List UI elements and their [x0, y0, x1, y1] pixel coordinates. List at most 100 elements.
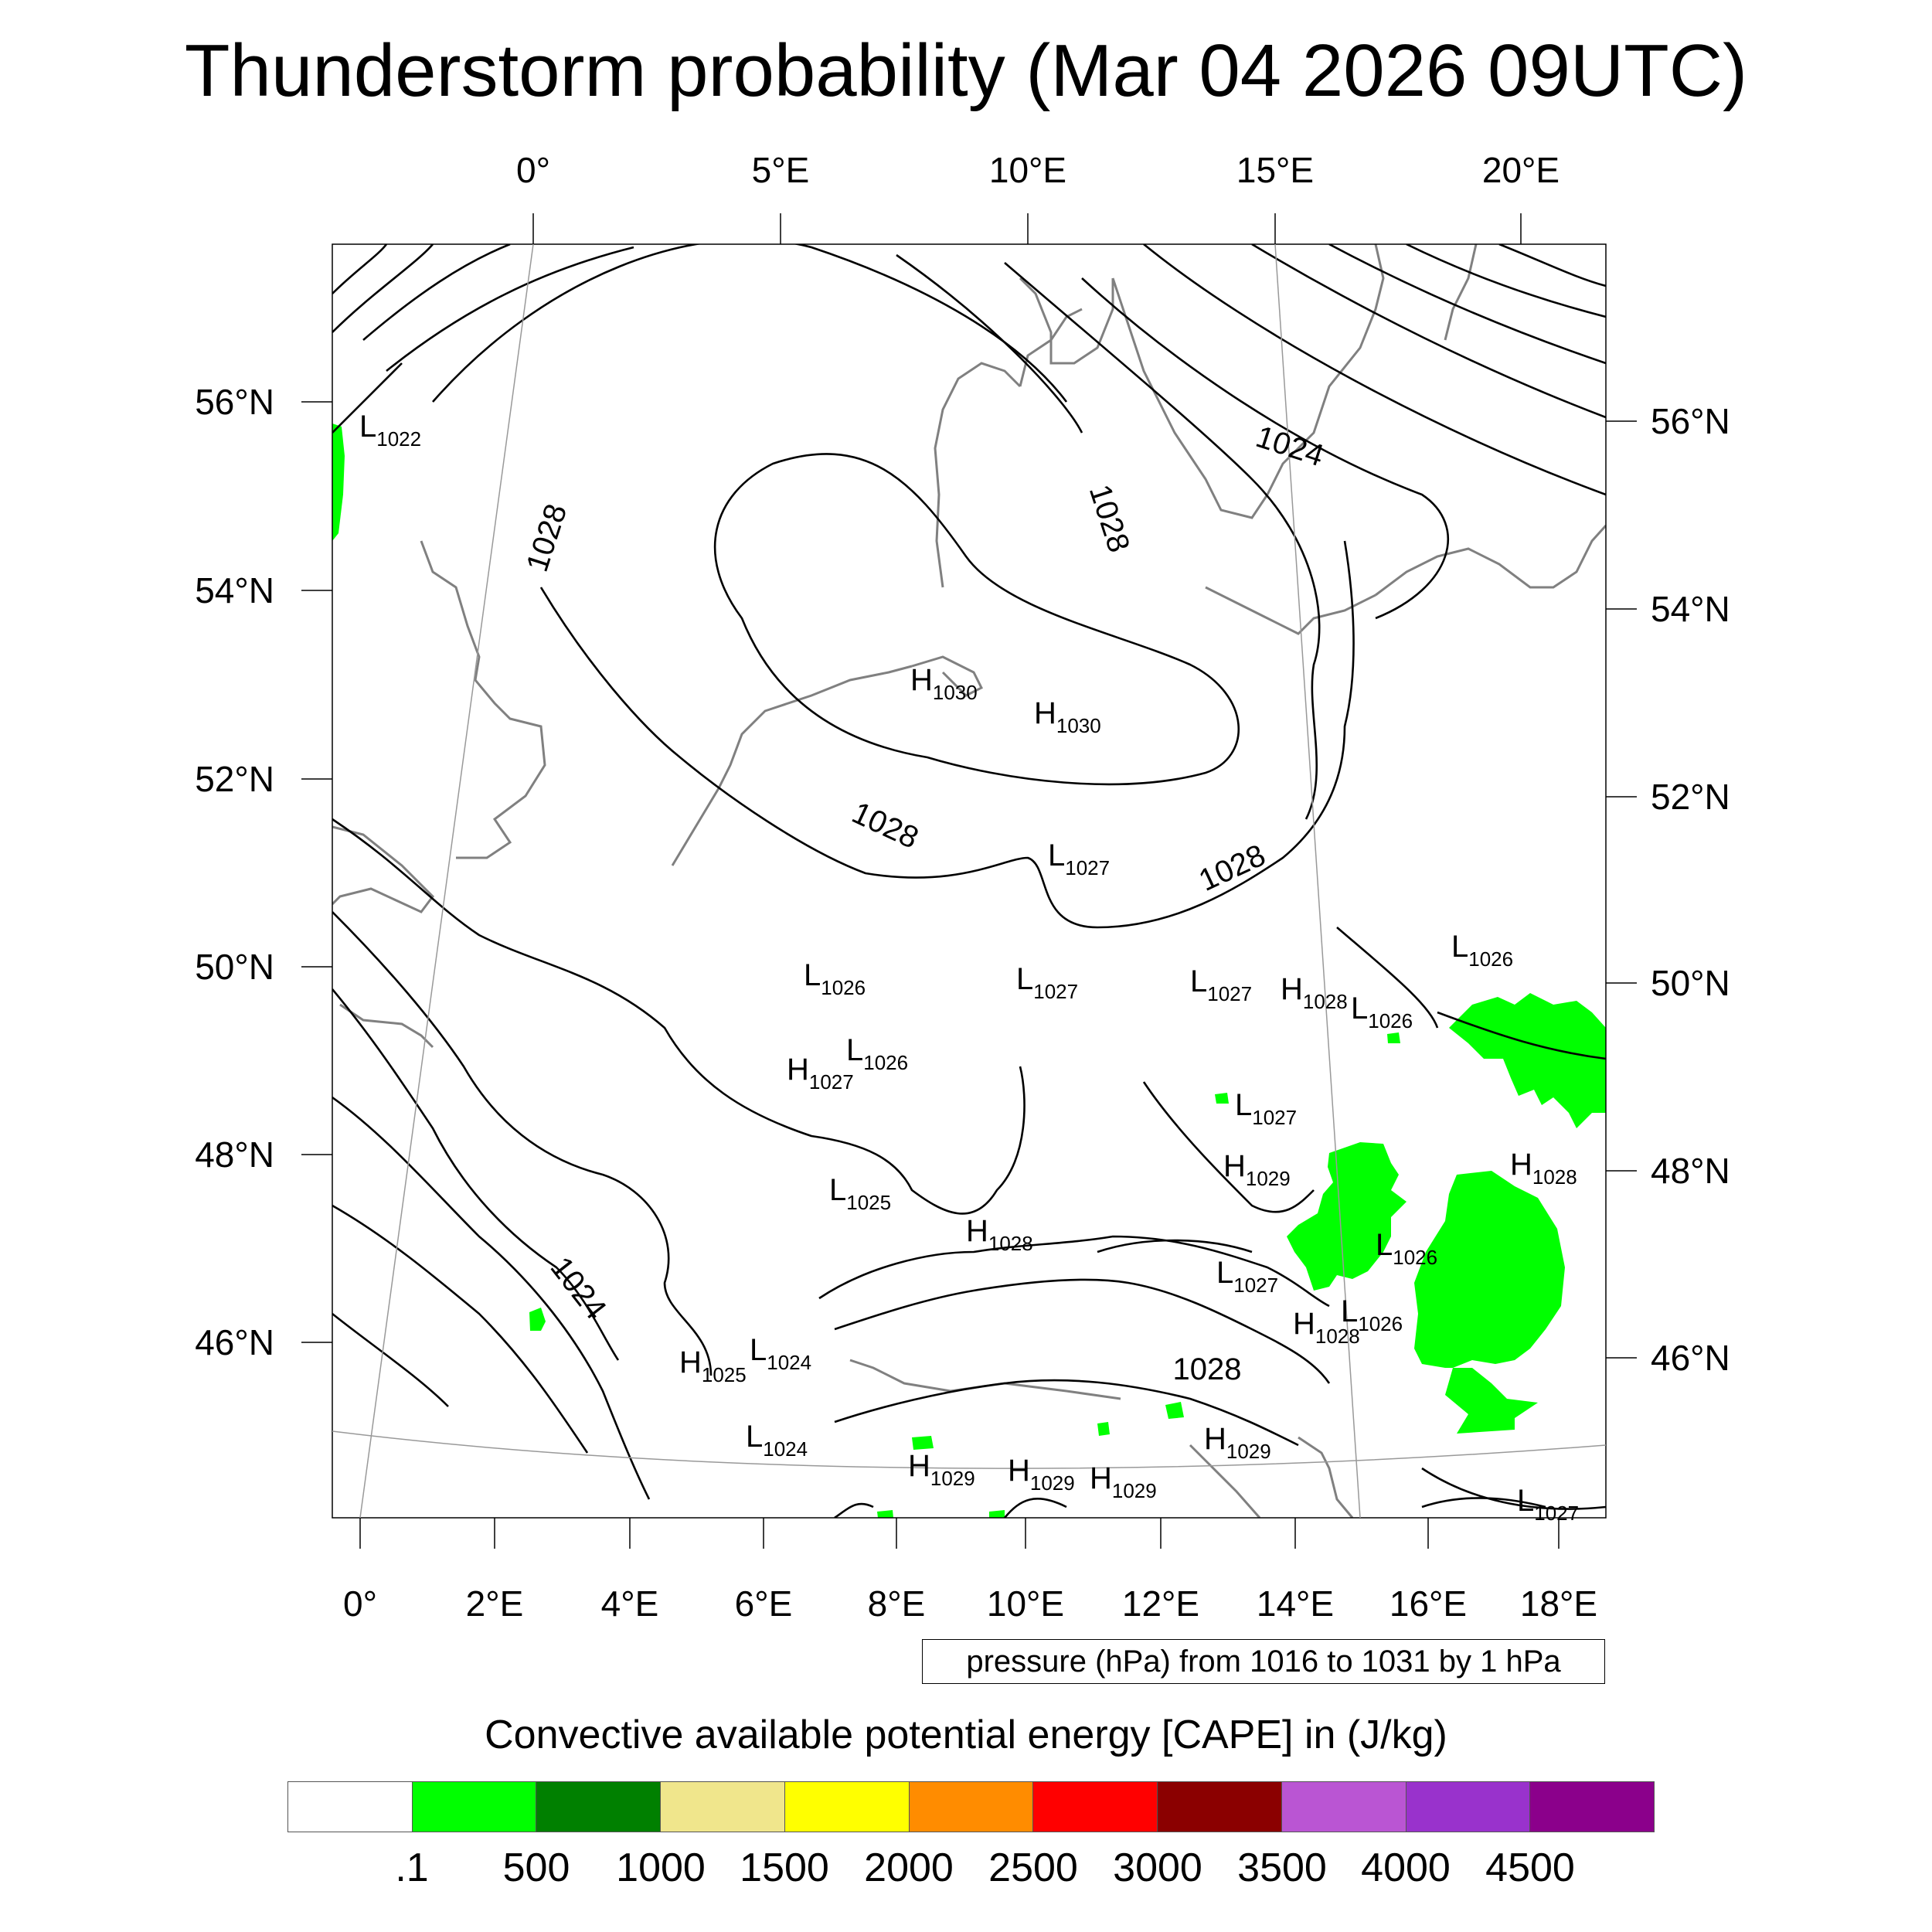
high-pressure-label: H1030 [910, 663, 978, 704]
high-pressure-label: H1025 [679, 1345, 747, 1386]
high-pressure-label: H1028 [1293, 1307, 1360, 1348]
cape-area-small-5 [912, 1436, 934, 1450]
low-pressure-label: L1027 [1517, 1484, 1579, 1525]
isobar-ne-1 [1143, 244, 1606, 496]
colorbar-tick-label: 1000 [616, 1845, 706, 1890]
colorbar-title: Convective available potential energy [C… [485, 1713, 1447, 1757]
lon-label-bottom: 18°E [1519, 1583, 1598, 1624]
cape-area-small-7 [877, 1510, 893, 1518]
low-pressure-label: L1024 [750, 1333, 811, 1374]
cape-area-east [1449, 993, 1606, 1128]
coastline-sweden-south [1111, 277, 1269, 519]
isobar-1029-inner [713, 453, 1240, 786]
colorbar-tick-label: 1500 [740, 1845, 829, 1890]
high-pressure-label: H1028 [966, 1214, 1033, 1255]
isobar-1026-mid [332, 911, 713, 1376]
colorbar-swatch [412, 1782, 537, 1832]
isobar-ne-2 [1251, 244, 1606, 419]
lon-label-bottom: 16°E [1389, 1583, 1468, 1624]
low-pressure-label: L1027 [1048, 838, 1110, 879]
lon-label-bottom: 8°E [867, 1583, 926, 1624]
low-pressure-label: L1025 [829, 1173, 891, 1214]
cape-area-west [332, 423, 345, 541]
isobar-1024-west [332, 244, 434, 333]
colorbar-tick-label: 500 [502, 1845, 570, 1890]
lon-label-bottom: 2°E [465, 1583, 524, 1624]
colorbar-swatch [1530, 1782, 1655, 1832]
high-pressure-label: H1027 [787, 1053, 854, 1094]
colorbar [287, 1781, 1655, 1832]
lat-label-right: 52°N [1651, 777, 1730, 817]
lat-label-right: 46°N [1651, 1338, 1730, 1378]
high-pressure-label: H1028 [1510, 1148, 1577, 1189]
contour-info-box: pressure (hPa) from 1016 to 1031 by 1 hP… [922, 1639, 1605, 1684]
isobar-1028-north [432, 244, 1068, 403]
isobar-alpine-1 [818, 1235, 1330, 1308]
coastline-denmark-west [934, 362, 1022, 588]
lon-label-bottom: 4°E [600, 1583, 659, 1624]
high-pressure-label: H1030 [1034, 696, 1101, 737]
coastlines [332, 244, 1606, 1518]
high-pressure-label: H1029 [1204, 1422, 1271, 1463]
low-pressure-label: L1026 [1341, 1294, 1403, 1335]
low-pressure-label: L1027 [1216, 1256, 1278, 1297]
isobar-label: 1028 [1083, 481, 1136, 556]
coastline-britain-east [420, 540, 546, 859]
coastline-norway [1019, 277, 1114, 365]
colorbar-tick-label: 2000 [864, 1845, 954, 1890]
isobar-poland [1142, 1081, 1315, 1213]
isobar-ne-4 [1406, 244, 1606, 318]
low-pressure-label: L1027 [1190, 964, 1252, 1005]
cape-area-small-4 [1215, 1093, 1229, 1104]
graticule [332, 244, 1606, 1518]
coastline-britain [332, 825, 434, 913]
high-pressure-label: H1029 [908, 1449, 975, 1490]
cape-areas [332, 423, 1606, 1518]
low-pressure-label: L1026 [846, 1033, 908, 1074]
lat-label-left: 54°N [195, 570, 274, 611]
low-pressure-label: L1026 [1376, 1228, 1437, 1269]
colorbar-swatch [1281, 1782, 1406, 1832]
cape-area-small-6 [1097, 1422, 1110, 1436]
isobar-1027-east [1336, 927, 1439, 1029]
isobar-label: 1028 [520, 500, 573, 576]
isobars [332, 244, 1606, 1518]
isobar-1024-sw [332, 1096, 651, 1500]
coastline-german-bight [911, 655, 984, 697]
isobar-ne-7 [1498, 244, 1606, 287]
lat-label-right: 48°N [1651, 1151, 1730, 1191]
low-pressure-label: L1026 [1351, 992, 1413, 1032]
cape-area-small-8 [989, 1510, 1005, 1518]
isobar-1027-east-2 [1437, 1011, 1606, 1060]
colorbar-swatch [661, 1782, 785, 1832]
isobar-1026-southeast [1421, 1467, 1606, 1510]
colorbar-tick-label: 3000 [1113, 1845, 1202, 1890]
lat-label-left: 48°N [195, 1134, 274, 1175]
isobar-ne-5 [1081, 277, 1449, 620]
pressure-centers: L1022 H1030 H1030 L1027 L1026 L1026 L1026 L1027… [359, 410, 1579, 1525]
cape-area-small-2 [1165, 1402, 1184, 1419]
lon-label-top: 10°E [988, 150, 1067, 190]
isobar-alpine-4 [1097, 1239, 1253, 1253]
cape-area-hungary [1414, 1171, 1565, 1434]
isobar-1022 [332, 362, 403, 434]
lon-label-top: 20°E [1481, 150, 1560, 190]
isobar-1028-mid [539, 540, 1355, 929]
lat-label-right: 50°N [1651, 963, 1730, 1003]
high-pressure-label: H1029 [1008, 1454, 1075, 1495]
lat-label-right: 54°N [1651, 589, 1730, 629]
coastline-istria [1298, 1436, 1354, 1518]
isobar-south-3 [1421, 1497, 1546, 1509]
isobar-1022-sw [332, 1312, 449, 1407]
isobar-1023-sw [332, 1204, 589, 1454]
lon-label-top: 0° [516, 150, 550, 190]
isobar-label: 1028 [847, 795, 923, 855]
lat-label-left: 50°N [195, 947, 274, 987]
colorbar-swatch [288, 1782, 413, 1832]
colorbar-tick-label: 2500 [988, 1845, 1078, 1890]
colorbar-swatch [784, 1782, 910, 1832]
coastline-sweden-east [1266, 244, 1385, 495]
low-pressure-label: L1027 [1016, 962, 1078, 1003]
